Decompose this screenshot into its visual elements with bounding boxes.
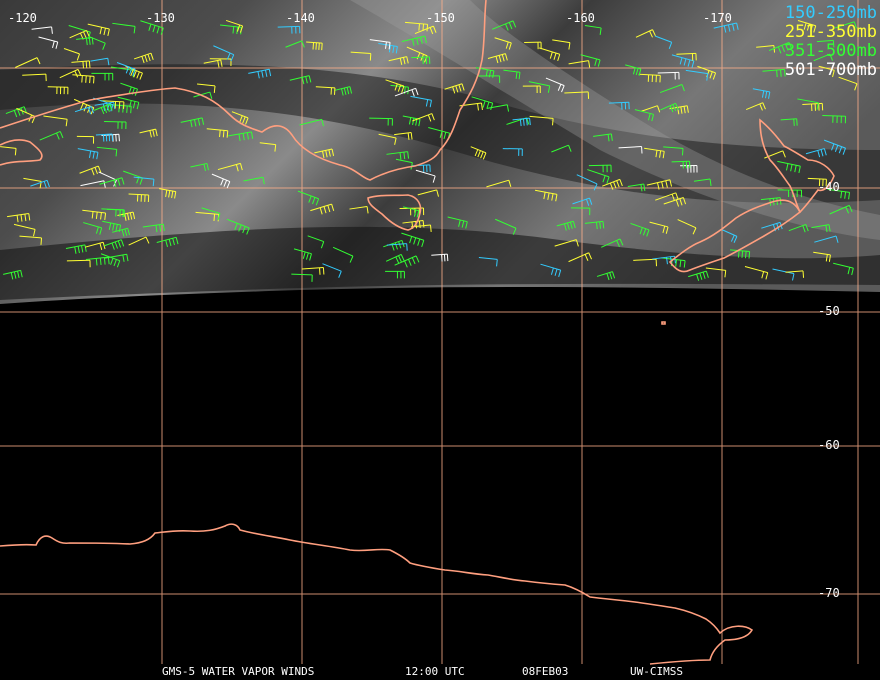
lon-label-170: -170: [703, 11, 732, 25]
small-island: [661, 321, 666, 325]
legend-501-700mb: 501-700mb: [784, 60, 877, 80]
footer-date: 08FEB03: [522, 665, 569, 678]
legend-150-250mb: 150-250mb: [784, 3, 877, 23]
lon-label-140: -140: [286, 11, 315, 25]
footer-credit: UW-CIMSS: [630, 665, 683, 678]
antarctica-coast: [0, 523, 754, 665]
pressure-level-legend: 150-250mb 251-350mb 351-500mb 501-700mb: [785, 4, 877, 80]
lon-label-150: -150: [426, 11, 455, 25]
new-zealand-north-island: [759, 118, 835, 214]
lon-label-130: -130: [146, 11, 175, 25]
lon-label-160: -160: [566, 11, 595, 25]
footer-time: 12:00 UTC: [405, 665, 465, 678]
lon-label-120: -120: [8, 11, 37, 25]
tasmania-coast: [367, 194, 422, 231]
australia-coast: [0, 0, 487, 181]
footer-satellite: GMS-5 WATER VAPOR WINDS: [162, 665, 315, 678]
graticule: [0, 0, 880, 664]
dry-band-lower: [0, 226, 880, 300]
map-footer: GMS-5 WATER VAPOR WINDS 12:00 UTC 08FEB0…: [0, 664, 880, 680]
legend-351-500mb: 351-500mb: [784, 41, 877, 61]
coastlines: [0, 0, 835, 665]
dry-band-upper: [0, 64, 880, 203]
wind-barbs: [0, 19, 858, 282]
lat-label-40: -40: [818, 180, 840, 194]
lat-label-50: -50: [818, 304, 840, 318]
new-zealand-south-island: [668, 199, 802, 273]
legend-251-350mb: 251-350mb: [784, 22, 877, 42]
lat-label-60: -60: [818, 438, 840, 452]
australia-north-coast: [0, 139, 43, 166]
lat-label-70: -70: [818, 586, 840, 600]
